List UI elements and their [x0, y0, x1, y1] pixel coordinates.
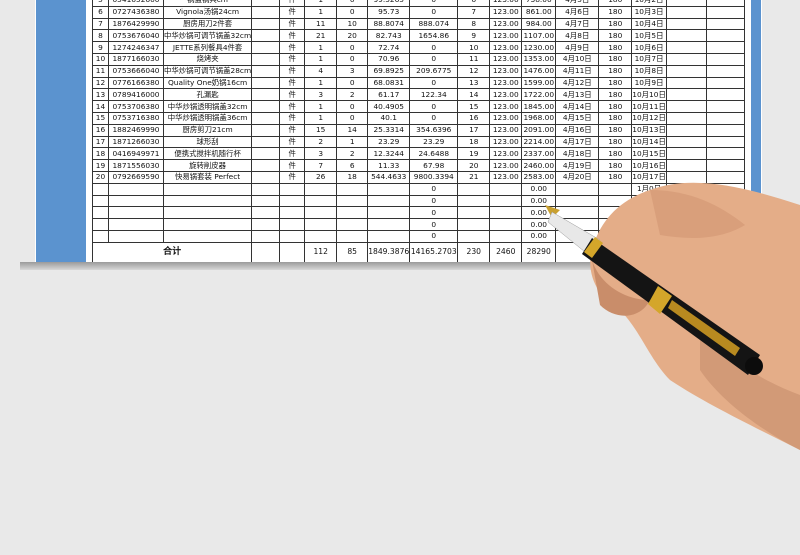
table-cell[interactable]: 10月10日	[631, 88, 667, 102]
table-cell[interactable]: 3	[304, 88, 338, 102]
table-cell[interactable]	[705, 100, 745, 113]
table-cell[interactable]: 件	[279, 5, 306, 19]
table-cell[interactable]: 0	[409, 111, 459, 125]
table-cell[interactable]: 4	[304, 64, 338, 78]
table-cell[interactable]: 180	[598, 64, 633, 78]
table-row: 13 0789416000 孔漏匙件 3 2 61.17 122.34 14 123.00 172…	[92, 88, 745, 102]
table-cell[interactable]: 180	[598, 88, 633, 102]
table-cell[interactable]: 88.8074	[367, 17, 411, 31]
table-cell[interactable]: 99.5265	[367, 0, 411, 7]
table-cell[interactable]: 孔漏匙	[162, 88, 253, 102]
table-cell[interactable]: 4月15日	[555, 111, 600, 125]
table-cell[interactable]: 123.00	[489, 64, 523, 78]
table-cell[interactable]: 68.0831	[367, 76, 411, 90]
table-row: 50541652600锅盖锅具cm件1099.526506123.00738.0…	[92, 0, 745, 7]
table-cell[interactable]	[705, 52, 745, 66]
table-cell[interactable]: 123.00	[489, 88, 523, 102]
table-cell[interactable]: 烧烤夹	[162, 52, 253, 66]
table-cell[interactable]: 1877166030	[108, 52, 164, 66]
table-cell[interactable]	[705, 88, 745, 102]
table-cell[interactable]: 13	[457, 76, 491, 90]
inventory-table: 50541652600锅盖锅具cm件1099.526506123.00738.0…	[91, 0, 745, 263]
table-cell[interactable]	[705, 64, 745, 78]
table-cell[interactable]: 861.00	[521, 5, 557, 19]
table-cell[interactable]: 0753716380	[108, 111, 164, 125]
table-cell[interactable]: 中华炒锅透明锅盖36cm	[162, 111, 253, 125]
table-row: 8 0753676040 中华炒锅可调节锅盖32cm 件 21 20 82.743 1654.…	[92, 29, 745, 43]
table-cell[interactable]: 0	[336, 111, 369, 125]
table-cell[interactable]: 95.73	[367, 5, 411, 19]
table-cell[interactable]: 件	[279, 76, 306, 90]
table-cell[interactable]: 70.96	[367, 52, 411, 66]
table-cell[interactable]: 10月3日	[631, 5, 667, 19]
table-cell[interactable]: 180	[598, 0, 633, 7]
table-cell[interactable]: 180	[598, 17, 633, 31]
sheet-shadow	[20, 262, 765, 270]
pen-icon	[545, 205, 763, 375]
table-cell[interactable]: 180	[598, 76, 633, 90]
table-cell[interactable]: 4月11日	[555, 64, 600, 78]
table-cell[interactable]: Quality One奶锅16cm	[162, 76, 253, 90]
table-cell[interactable]: 13	[92, 88, 109, 102]
table-cell[interactable]: 123.00	[489, 17, 523, 31]
table-cell[interactable]: 180	[598, 5, 633, 19]
table-cell[interactable]: 10月9日	[631, 76, 667, 90]
table-cell[interactable]: 180	[598, 111, 633, 125]
table-cell[interactable]: 40.4905	[367, 100, 411, 113]
table-cell[interactable]: 180	[598, 52, 633, 66]
table-cell[interactable]: 6	[92, 5, 109, 19]
table-cell[interactable]: 1722.00	[521, 88, 557, 102]
table-cell[interactable]: 中华炒锅透明锅盖32cm	[162, 100, 253, 113]
table-cell[interactable]	[705, 5, 745, 19]
table-cell[interactable]: 180	[598, 100, 633, 113]
table-cell[interactable]: 61.17	[367, 88, 411, 102]
table-row: 14 0753706380 中华炒锅透明锅盖32cm 件 1 0 40.4905 0 15 123…	[92, 100, 745, 113]
table-cell[interactable]	[705, 17, 745, 31]
total-cell[interactable]: 28290	[521, 241, 557, 263]
table-row: 15 0753716380 中华炒锅透明锅盖36cm 件 1 0 40.1 0 16 123.00…	[92, 111, 745, 125]
table-cell[interactable]: 984.00	[521, 17, 557, 31]
table-cell[interactable]: 0776166380	[108, 76, 164, 90]
table-row: 7 1876429990 厨房用刀2件套件 11 10 88.8074 888.074 8 12…	[92, 17, 745, 31]
table-cell[interactable]: 180	[598, 159, 633, 172]
table-cell[interactable]: 123.00	[489, 100, 523, 113]
table-cell[interactable]: 10月12日	[631, 111, 667, 125]
table-cell[interactable]: Vignola汤锅24cm	[162, 5, 253, 19]
table-row: 12 0776166380 Quality One奶锅16cm 件 1 0 68.0831 0…	[92, 76, 745, 90]
table-cell[interactable]	[705, 111, 745, 125]
table-cell[interactable]: 4月14日	[555, 100, 600, 113]
table-cell[interactable]: 544.4633	[367, 170, 411, 184]
table-cell[interactable]	[705, 0, 745, 7]
table-row: 18 0416949971 便携式搅拌机随行杯件 3 2 12.3244 24.6488 19…	[92, 147, 745, 161]
table-cell[interactable]: 40.1	[367, 111, 411, 125]
total-label: 合计	[91, 241, 253, 263]
total-cell[interactable]: 1849.3876	[367, 241, 411, 263]
table-cell[interactable]: 中华炒锅可调节锅盖28cm	[162, 64, 253, 78]
table-cell[interactable]: 12	[457, 64, 491, 78]
table-cell[interactable]: 1	[304, 76, 338, 90]
table-cell[interactable]: 0	[409, 100, 459, 113]
table-row: 17 1871266030 球形刮件 2 1 23.29 23.29 18 123.00 2214…	[92, 135, 745, 149]
right-panel	[751, 0, 761, 262]
table-cell[interactable]: 0	[336, 52, 369, 66]
table-cell[interactable]: 厨房用刀2件套	[162, 17, 253, 31]
table-cell[interactable]: 件	[279, 100, 306, 113]
table-cell[interactable]: 4月12日	[555, 76, 600, 90]
table-row: 16 1882469990 厨房剪刀21cm 件 15 14 25.3314 354.6396…	[92, 123, 745, 137]
left-panel	[36, 0, 86, 262]
table-cell[interactable]: 4月10日	[555, 52, 600, 66]
table-cell[interactable]: 69.8925	[367, 64, 411, 78]
table-cell[interactable]: 锅盖锅具cm	[162, 0, 253, 7]
table-row: 11 0753666040 中华炒锅可调节锅盖28cm 件 4 3 69.8925 209.6…	[92, 64, 745, 78]
table-cell[interactable]	[705, 76, 745, 90]
table-row: 10 1877166030 烧烤夹件 1 0 70.96 0 11 123.00 1353.00 4…	[92, 52, 745, 66]
table-cell[interactable]: 10月4日	[631, 17, 667, 31]
table-row: 6 0727436380 Vignola汤锅24cm 件 1 0 95.73 0 7 123.00…	[92, 5, 745, 19]
